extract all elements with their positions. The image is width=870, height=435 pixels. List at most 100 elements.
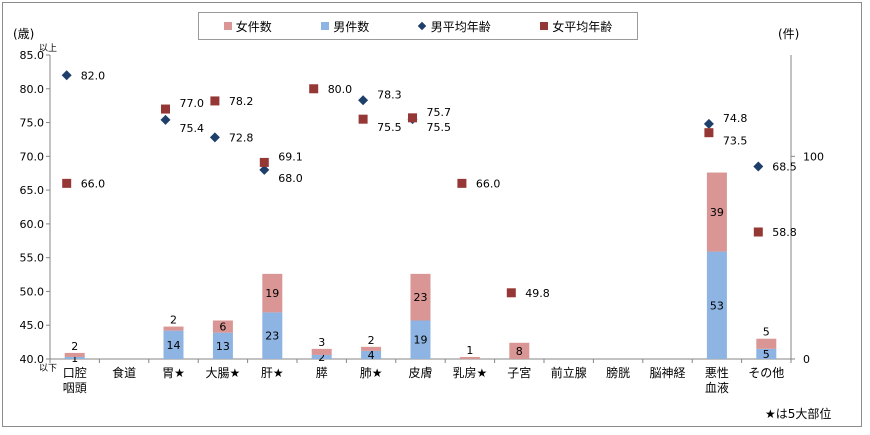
bar-label-male: 2 <box>318 351 325 364</box>
x-tick-label: 子宮 <box>507 365 531 380</box>
bar-female-count <box>509 342 530 359</box>
bar-male-count <box>361 350 382 359</box>
bar-label-male: 13 <box>216 340 230 353</box>
marker-label-female-age: 66.0 <box>81 177 106 190</box>
bar-label-male: 23 <box>265 330 279 343</box>
y-left-tick-label: 60.0 <box>20 218 45 231</box>
marker-male-age <box>61 70 72 81</box>
bar-label-female: 39 <box>710 206 724 219</box>
marker-label-female-age: 80.0 <box>328 83 353 96</box>
y-right-tick-label: 100 <box>803 150 824 163</box>
y-left-tick-label: 65.0 <box>20 184 45 197</box>
bar-male-count <box>756 348 777 359</box>
marker-label-male-age: 68.0 <box>278 172 303 185</box>
bar-female-count <box>361 346 382 351</box>
legend-swatch <box>223 22 232 30</box>
x-tick-label: 皮膚 <box>408 365 432 380</box>
bar-female-count <box>459 356 480 359</box>
y-left-bottom-note: 以下 <box>39 364 58 374</box>
bar-label-female: 2 <box>71 340 78 353</box>
legend-item-female-count: 女件数 <box>223 18 272 35</box>
x-tick-label: 前立腺 <box>551 365 587 380</box>
y-left-top-note: 以上 <box>39 44 58 54</box>
y-left-unit: (歳) <box>13 27 35 41</box>
bar-female-count <box>756 338 777 349</box>
legend-label: 女件数 <box>235 19 272 34</box>
bar-label-male: 14 <box>167 339 181 352</box>
x-tick-label: 大腸★ <box>206 366 241 380</box>
bar-label-male: 19 <box>414 334 428 347</box>
y-left-tick-label: 85.0 <box>20 49 45 62</box>
marker-label-male-age: 82.0 <box>81 69 106 82</box>
bar-male-count <box>163 330 184 359</box>
bar-male-count <box>706 251 727 359</box>
marker-label-female-age: 66.0 <box>476 177 501 190</box>
bar-label-female: 3 <box>318 336 325 349</box>
marker-label-male-age: 72.8 <box>229 131 254 144</box>
bar-female-count <box>163 326 184 331</box>
x-tick-label: 肝★ <box>261 366 284 380</box>
marker-female-age <box>358 114 368 124</box>
marker-female-age <box>506 288 516 298</box>
bar-female-count <box>706 172 727 252</box>
marker-label-male-age: 75.4 <box>180 122 205 135</box>
bar-label-male: 53 <box>710 299 724 312</box>
legend-label: 男平均年齢 <box>430 19 491 34</box>
marker-female-age <box>704 128 714 138</box>
marker-male-age <box>259 164 270 175</box>
marker-label-female-age: 77.0 <box>180 97 205 110</box>
x-tick-label: 胃★ <box>162 366 185 380</box>
y-left-tick-label: 50.0 <box>20 285 45 298</box>
x-tick-label: 肺★ <box>360 366 383 380</box>
x-tick-label: 口腔咽頭 <box>63 365 87 395</box>
bar-label-female: 6 <box>219 321 226 334</box>
y-right-tick-label: 0 <box>803 353 810 366</box>
x-tick-label: 膀胱 <box>606 365 630 380</box>
marker-male-age <box>209 132 220 143</box>
bar-label-female: 2 <box>170 314 177 327</box>
bar-male-count <box>212 332 233 359</box>
marker-label-male-age: 78.3 <box>377 88 402 101</box>
y-right-unit: (件) <box>778 27 800 41</box>
bar-label-female: 1 <box>466 344 473 357</box>
marker-label-male-age: 74.8 <box>723 112 748 125</box>
bar-female-count <box>311 348 332 355</box>
bar-label-female: 8 <box>516 345 523 358</box>
legend-marker-square <box>540 22 549 30</box>
bar-label-female: 23 <box>414 291 428 304</box>
bar-male-count <box>311 354 332 359</box>
marker-label-female-age: 58.8 <box>772 226 797 239</box>
bar-male-count <box>262 312 283 359</box>
legend-item-male-count: 男件数 <box>321 18 369 35</box>
x-tick-label: 食道 <box>112 365 136 380</box>
marker-label-female-age: 69.1 <box>278 150 303 163</box>
bar-female-count <box>64 352 85 357</box>
marker-female-age <box>210 96 220 106</box>
marker-female-age <box>161 104 170 114</box>
marker-female-age <box>457 178 467 188</box>
marker-female-age <box>259 157 269 167</box>
y-left-tick-label: 80.0 <box>20 83 45 96</box>
bar-label-female: 2 <box>368 334 375 347</box>
y-left-tick-label: 55.0 <box>20 252 45 265</box>
marker-female-age <box>309 84 319 94</box>
marker-label-female-age: 78.2 <box>229 95 254 108</box>
marker-label-male-age: 75.5 <box>427 121 452 134</box>
legend-item-female-age: 女平均年齢 <box>540 18 612 35</box>
legend-item-male-age: 男平均年齢 <box>417 18 491 35</box>
marker-female-age <box>62 178 72 188</box>
bar-label-male: 1 <box>71 352 78 365</box>
bar-male-count <box>64 356 85 359</box>
x-tick-label: 悪性血液 <box>705 366 729 395</box>
bar-label-female: 5 <box>763 326 770 339</box>
bar-label-male: 5 <box>763 348 770 361</box>
chart-frame: 40.0 45.0 50.0 55.0 60.0 65.0 70.0 75.0 80.0 85.0… <box>2 2 862 427</box>
chart-svg: 40.0 45.0 50.0 55.0 60.0 65.0 70.0 75.0 80.0 85.0… <box>20 49 825 395</box>
marker-female-age <box>753 227 763 237</box>
x-tick-label: その他 <box>748 366 784 380</box>
legend-label: 女平均年齢 <box>552 19 613 34</box>
marker-male-age <box>703 118 714 129</box>
marker-label-female-age: 73.5 <box>723 135 748 148</box>
marker-label-female-age: 75.7 <box>427 106 452 119</box>
marker-male-age <box>358 95 369 106</box>
